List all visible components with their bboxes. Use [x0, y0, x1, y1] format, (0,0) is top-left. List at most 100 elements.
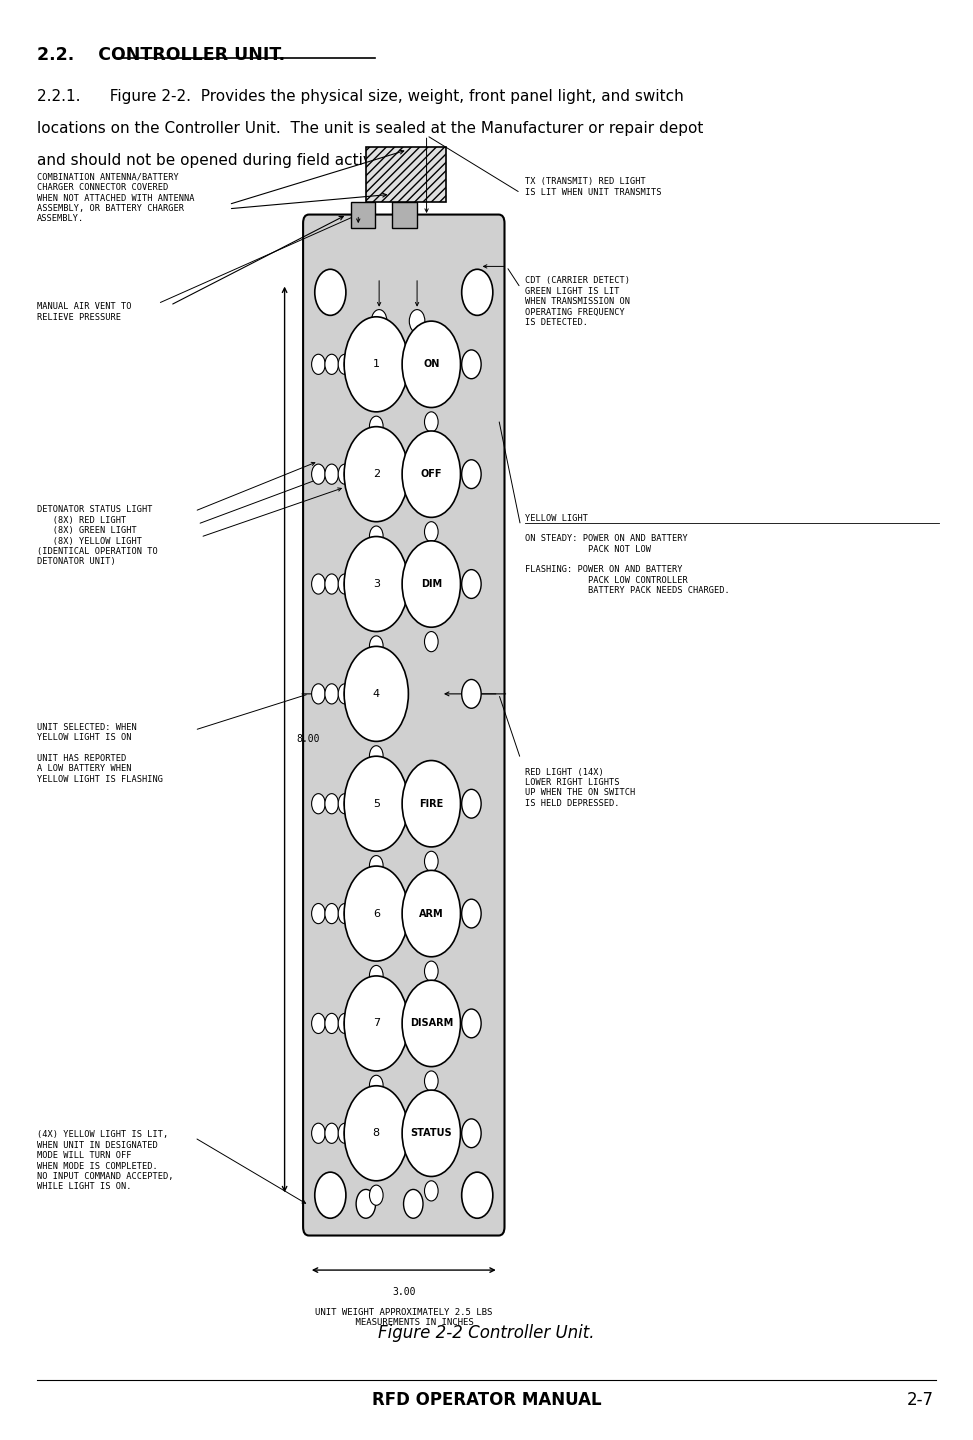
Text: RFD OPERATOR MANUAL: RFD OPERATOR MANUAL: [372, 1391, 601, 1408]
Circle shape: [402, 870, 460, 956]
Circle shape: [344, 464, 358, 484]
Circle shape: [372, 310, 387, 333]
Bar: [350, 202, 376, 228]
Text: 4: 4: [373, 688, 379, 698]
Circle shape: [344, 647, 409, 742]
Text: (4X) YELLOW LIGHT IS LIT,
WHEN UNIT IN DESIGNATED
MODE WILL TURN OFF
WHEN MODE I: (4X) YELLOW LIGHT IS LIT, WHEN UNIT IN D…: [37, 1130, 173, 1191]
Text: YELLOW LIGHT: YELLOW LIGHT: [525, 514, 589, 523]
Text: ARM: ARM: [419, 909, 444, 919]
Circle shape: [410, 310, 425, 333]
Circle shape: [402, 760, 460, 847]
Circle shape: [402, 541, 460, 628]
Circle shape: [325, 903, 339, 923]
Circle shape: [344, 976, 409, 1071]
Circle shape: [424, 521, 438, 541]
Text: Figure 2-2 Controller Unit.: Figure 2-2 Controller Unit.: [378, 1325, 595, 1342]
Circle shape: [339, 575, 352, 595]
Circle shape: [461, 1009, 482, 1038]
Text: and should not be opened during field activity.: and should not be opened during field ac…: [37, 153, 394, 167]
Text: 5: 5: [373, 799, 379, 809]
Circle shape: [402, 1090, 460, 1176]
Circle shape: [311, 575, 325, 595]
Text: 3.00: 3.00: [392, 1287, 415, 1297]
Circle shape: [325, 464, 339, 484]
Circle shape: [339, 793, 352, 814]
Text: COMBINATION ANTENNA/BATTERY
CHARGER CONNECTOR COVERED
WHEN NOT ATTACHED WITH ANT: COMBINATION ANTENNA/BATTERY CHARGER CONN…: [37, 173, 195, 223]
Circle shape: [339, 1123, 352, 1143]
Circle shape: [344, 426, 409, 521]
Text: locations on the Controller Unit.  The unit is sealed at the Manufacturer or rep: locations on the Controller Unit. The un…: [37, 121, 703, 135]
Circle shape: [344, 537, 409, 632]
Circle shape: [370, 636, 383, 657]
Circle shape: [402, 321, 460, 408]
Text: DETONATOR STATUS LIGHT
   (8X) RED LIGHT
   (8X) GREEN LIGHT
   (8X) YELLOW LIGH: DETONATOR STATUS LIGHT (8X) RED LIGHT (8…: [37, 505, 158, 566]
Circle shape: [424, 412, 438, 432]
Circle shape: [424, 960, 438, 981]
Circle shape: [344, 317, 409, 412]
Circle shape: [461, 570, 482, 599]
Text: ON: ON: [423, 360, 440, 369]
Text: TX (TRANSMIT) RED LIGHT
IS LIT WHEN UNIT TRANSMITS: TX (TRANSMIT) RED LIGHT IS LIT WHEN UNIT…: [525, 177, 662, 196]
Circle shape: [344, 354, 358, 374]
Text: DIM: DIM: [420, 579, 442, 589]
Circle shape: [325, 684, 339, 704]
Text: MANUAL AIR VENT TO
RELIEVE PRESSURE: MANUAL AIR VENT TO RELIEVE PRESSURE: [37, 302, 131, 321]
Circle shape: [370, 526, 383, 546]
Bar: [392, 202, 417, 228]
Circle shape: [344, 903, 358, 923]
Text: OFF: OFF: [420, 469, 442, 480]
Circle shape: [311, 354, 325, 374]
Circle shape: [370, 855, 383, 876]
Bar: [366, 147, 446, 202]
Circle shape: [325, 354, 339, 374]
Circle shape: [339, 903, 352, 923]
Text: ON STEADY: POWER ON AND BATTERY
            PACK NOT LOW

FLASHING: POWER ON AND: ON STEADY: POWER ON AND BATTERY PACK NOT…: [525, 534, 730, 595]
Circle shape: [461, 350, 482, 379]
FancyBboxPatch shape: [304, 215, 504, 1236]
Circle shape: [344, 865, 409, 960]
Circle shape: [344, 684, 358, 704]
Circle shape: [461, 680, 482, 708]
Circle shape: [370, 965, 383, 985]
Circle shape: [370, 746, 383, 766]
Circle shape: [311, 1014, 325, 1034]
Circle shape: [356, 1189, 376, 1218]
Circle shape: [311, 684, 325, 704]
Circle shape: [344, 575, 358, 595]
Circle shape: [424, 1071, 438, 1092]
Text: 6: 6: [373, 909, 379, 919]
Circle shape: [370, 1185, 383, 1205]
Circle shape: [325, 1014, 339, 1034]
Circle shape: [424, 851, 438, 871]
Circle shape: [339, 464, 352, 484]
Text: STATUS: STATUS: [411, 1129, 452, 1138]
Text: 8: 8: [373, 1129, 379, 1138]
Circle shape: [404, 1189, 423, 1218]
Text: 1: 1: [373, 360, 379, 369]
Circle shape: [461, 1119, 482, 1148]
Text: 8.00: 8.00: [296, 734, 320, 744]
Circle shape: [461, 1172, 492, 1218]
Circle shape: [311, 903, 325, 923]
Circle shape: [402, 981, 460, 1067]
Circle shape: [344, 793, 358, 814]
Circle shape: [325, 1123, 339, 1143]
Circle shape: [461, 899, 482, 927]
Circle shape: [461, 269, 492, 315]
Text: 2.2.1.      Figure 2-2.  Provides the physical size, weight, front panel light, : 2.2.1. Figure 2-2. Provides the physical…: [37, 89, 684, 104]
Circle shape: [344, 1014, 358, 1034]
Circle shape: [339, 1014, 352, 1034]
Circle shape: [461, 789, 482, 818]
Text: UNIT SELECTED: WHEN
YELLOW LIGHT IS ON

UNIT HAS REPORTED
A LOW BATTERY WHEN
YEL: UNIT SELECTED: WHEN YELLOW LIGHT IS ON U…: [37, 723, 162, 783]
Circle shape: [370, 1076, 383, 1096]
Text: 7: 7: [373, 1018, 379, 1028]
Text: UNIT WEIGHT APPROXIMATELY 2.5 LBS
    MEASUREMENTS IN INCHES: UNIT WEIGHT APPROXIMATELY 2.5 LBS MEASUR…: [315, 1308, 492, 1326]
Circle shape: [311, 1123, 325, 1143]
Circle shape: [315, 1172, 346, 1218]
Circle shape: [344, 756, 409, 851]
Circle shape: [339, 684, 352, 704]
Circle shape: [424, 1181, 438, 1201]
Text: CDT (CARRIER DETECT)
GREEN LIGHT IS LIT
WHEN TRANSMISSION ON
OPERATING FREQUENCY: CDT (CARRIER DETECT) GREEN LIGHT IS LIT …: [525, 276, 631, 327]
Circle shape: [461, 459, 482, 488]
Circle shape: [315, 269, 346, 315]
